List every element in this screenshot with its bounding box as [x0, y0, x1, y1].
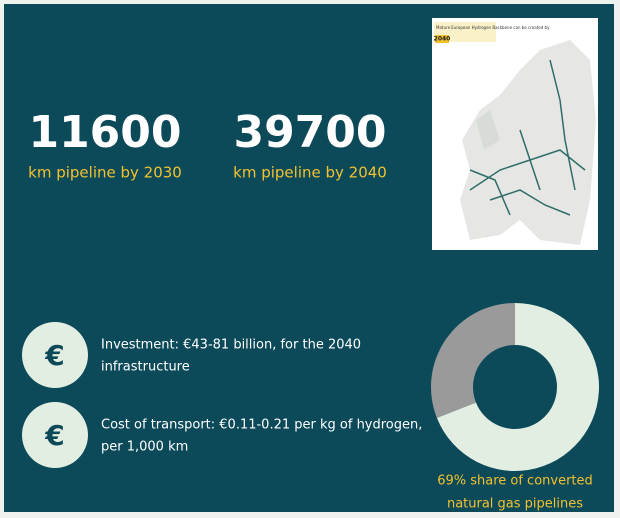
pipeline — [469, 59, 586, 216]
stat-value: 39700 — [233, 107, 386, 158]
donut-caption: 69% share of converted — [437, 474, 593, 489]
map-year: 2040 — [434, 36, 451, 43]
stat-label: km pipeline by 2040 — [233, 164, 387, 182]
item-text: per 1,000 km — [101, 440, 188, 455]
item-text: Cost of transport: €0.11-0.21 per kg of … — [101, 418, 422, 433]
map-title-bg — [434, 22, 496, 42]
land — [476, 110, 500, 150]
icon-circle — [22, 322, 88, 388]
icon: € — [44, 339, 64, 372]
donut-segment — [431, 303, 515, 418]
map-title: Mature European Hydrogen Backbone can be… — [436, 25, 550, 30]
land — [460, 40, 596, 245]
stat-label: km pipeline by 2030 — [28, 164, 182, 182]
item-text: infrastructure — [101, 360, 190, 375]
item-text: Investment: €43-81 billion, for the 2040 — [101, 338, 361, 353]
donut-segment — [436, 303, 600, 471]
year-tag — [435, 35, 449, 43]
donut-caption: natural gas pipelines — [447, 497, 583, 512]
map: Mature European Hydrogen Backbone can be… — [432, 18, 598, 250]
icon-circle — [22, 402, 88, 468]
icon: € — [44, 419, 64, 452]
stat-value: 11600 — [28, 107, 181, 158]
